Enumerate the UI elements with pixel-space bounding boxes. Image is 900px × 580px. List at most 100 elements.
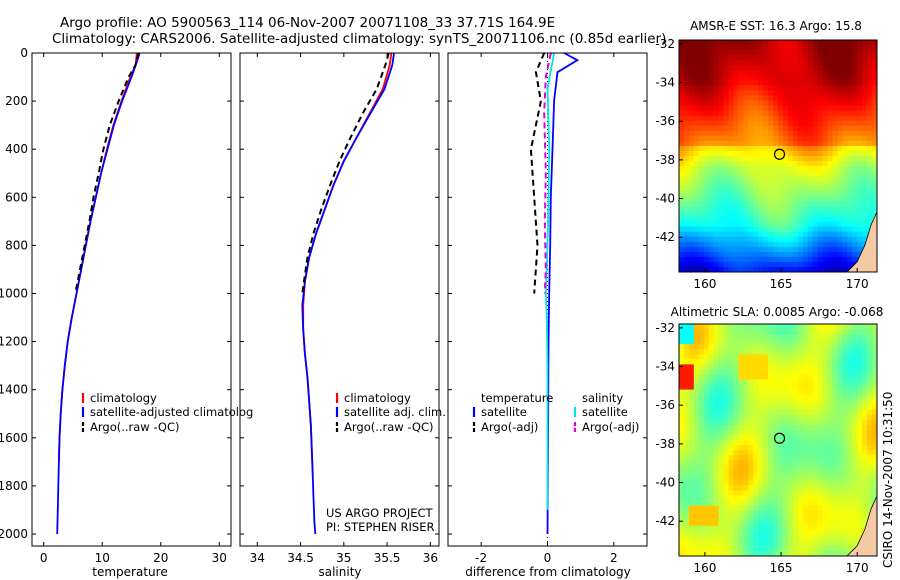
sla-map-cell: [778, 424, 784, 431]
sst-map-cell: [832, 110, 838, 117]
sst-map-cell: [768, 130, 774, 137]
temperature-y-tick-label: 600: [5, 190, 28, 204]
temperature-y-tick-label: 1400: [0, 383, 28, 397]
sla-map-cell: [862, 475, 868, 481]
sst-map-cell: [778, 50, 784, 56]
sla-map-cell: [782, 424, 789, 431]
sla-map-cell: [822, 334, 828, 340]
sst-map-cell: [733, 125, 739, 132]
sla-map-cell: [822, 460, 828, 466]
sla-map-cell: [688, 329, 695, 335]
sla-map-cell: [847, 460, 853, 466]
sst-map-cell: [723, 211, 729, 217]
sla-map-cell: [852, 450, 858, 456]
sla-map-cell: [768, 475, 774, 481]
sla-map-cell: [713, 445, 719, 451]
sla-map-cell: [802, 455, 809, 461]
sst-map-cell: [842, 181, 848, 187]
sst-map-cell: [822, 261, 828, 268]
sla-map-cell: [738, 515, 744, 522]
sla-map-cell: [763, 495, 769, 501]
sla-map-cell: [782, 334, 789, 340]
sla-map-cell: [728, 394, 734, 401]
sst-map-cell: [867, 156, 873, 162]
sla-map-cell: [852, 440, 858, 446]
sla-map-cell: [857, 359, 863, 365]
sst-map-cell: [748, 50, 754, 56]
sla-map-cell: [748, 414, 754, 421]
sst-map-cell: [837, 95, 843, 101]
sst-map-cell: [817, 125, 823, 132]
sst-map-cell: [867, 70, 873, 76]
sst-map-cell: [807, 211, 814, 217]
sst-map-cell: [773, 206, 779, 212]
sst-map-cell: [713, 70, 719, 76]
sst-map-cell: [842, 55, 848, 61]
sst-map-cell: [718, 70, 724, 76]
sst-map-cell: [763, 95, 769, 101]
sst-map-cell: [703, 120, 710, 127]
sst-map-cell: [698, 130, 705, 137]
sst-map-cell: [782, 261, 789, 268]
sla-map-cell: [842, 429, 848, 436]
sla-map-cell: [763, 515, 769, 522]
sst-map-cell: [817, 251, 823, 258]
sst-map-cell: [837, 135, 843, 142]
sla-map-cell: [827, 510, 833, 517]
sla-map-cell: [842, 339, 848, 345]
sst-map-cell: [827, 196, 833, 202]
sla-map-cell: [773, 394, 779, 401]
sla-map-cell: [792, 394, 799, 401]
sst-map-cell: [753, 105, 759, 112]
sst-map-cell: [713, 191, 719, 197]
sla-map-cell: [817, 389, 823, 396]
sla-map-cell: [802, 465, 809, 471]
sla-map-cell: [867, 329, 873, 335]
sla-map-cell: [763, 424, 769, 431]
sst-map-cell: [787, 75, 794, 81]
sla-map-cell: [758, 434, 764, 441]
sla-map-cell: [872, 389, 878, 396]
sst-map-cell: [743, 256, 749, 263]
sla-map-cell: [792, 389, 799, 396]
sla-map-cell: [713, 369, 719, 375]
sst-map-cell: [743, 70, 749, 76]
sla-map-cell: [703, 500, 710, 506]
temperature-legend-satellite: satellite-adjusted climatolog: [90, 405, 253, 419]
sst-map-cell: [867, 80, 873, 86]
sla-map-cell: [807, 424, 814, 431]
sla-map-cell: [837, 475, 843, 481]
sla-map-cell: [698, 409, 705, 416]
sst-map-cell: [862, 80, 868, 86]
sla-map-cell: [703, 520, 710, 527]
sla-map-cell: [862, 510, 868, 517]
sla-map-cell: [857, 324, 863, 330]
sla-map-cell: [812, 344, 818, 350]
sst-map-cell: [817, 266, 823, 273]
sst-map-cell: [763, 105, 769, 112]
sst-map-cell: [852, 201, 858, 207]
sst-map-cell: [733, 105, 739, 112]
sla-map-cell: [792, 530, 799, 537]
sst-map-cell: [698, 60, 705, 66]
sla-map-cell: [698, 369, 705, 375]
sst-map-cell: [713, 150, 719, 157]
sst-map-cell: [857, 45, 863, 51]
sst-map-cell: [713, 171, 719, 177]
sst-map-cell: [713, 241, 719, 248]
sst-map-cell: [867, 196, 873, 202]
sst-map-cell: [713, 221, 719, 228]
sla-map-cell: [782, 535, 789, 542]
sst-map-cell: [758, 150, 764, 157]
sst-map-cell: [738, 70, 744, 76]
sst-map-cell: [748, 150, 754, 157]
sst-map-cell: [832, 55, 838, 61]
sla-map-cell: [733, 505, 739, 512]
sst-map-cell: [728, 246, 734, 253]
sla-map-cell: [822, 440, 828, 446]
sst-map-cell: [792, 95, 799, 101]
sla-map-cell: [713, 450, 719, 456]
sla-map-cell: [862, 445, 868, 451]
sst-map-cell: [683, 256, 690, 263]
sst-map-cell: [807, 145, 814, 152]
